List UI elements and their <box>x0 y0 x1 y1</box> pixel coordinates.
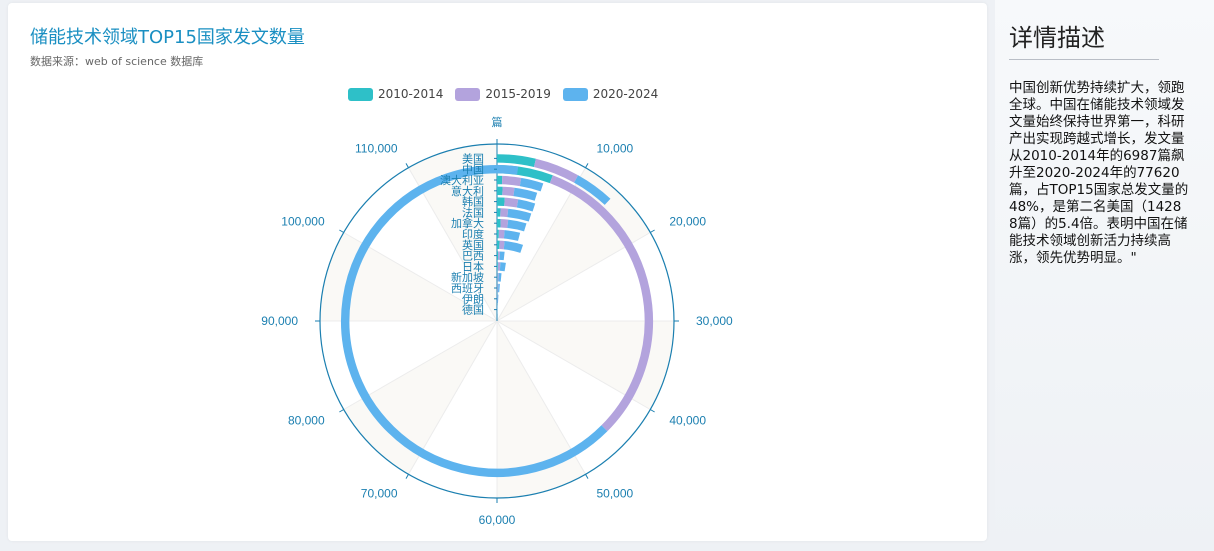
split-line <box>343 232 498 322</box>
bar-韩国 <box>516 199 536 212</box>
split-line <box>496 320 586 475</box>
bar-韩国 <box>504 197 519 208</box>
split-area <box>497 321 651 475</box>
bar-美国 <box>573 175 611 205</box>
split-line <box>343 320 498 410</box>
detail-panel: 详情描述 中国创新优势持续扩大，领跑全球。中国在储能技术领域发文量始终保持世界第… <box>995 0 1214 551</box>
angle-tick <box>650 409 655 413</box>
category-label: 意大利 <box>451 184 484 198</box>
bar-英国 <box>503 240 524 253</box>
bar-澳大利亚 <box>519 177 544 192</box>
legend-label: 2015-2019 <box>485 87 551 101</box>
category-label: 法国 <box>462 205 484 219</box>
category-label: 美国 <box>462 152 484 165</box>
legend-label: 2020-2024 <box>592 87 659 101</box>
chart-title: 储能技术领域TOP15国家发文数量 <box>30 27 305 48</box>
category-label: 英国 <box>462 238 484 252</box>
detail-text: 中国创新优势持续扩大，领跑全球。中国在储能技术领域发文量始终保持世界第一，科研产… <box>1009 80 1189 266</box>
angle-tick-label: 70,000 <box>361 486 398 500</box>
bar-澳大利亚 <box>501 175 522 187</box>
bar-加拿大 <box>500 219 509 228</box>
category-label: 韩国 <box>462 195 484 209</box>
category-label: 印度 <box>462 227 484 241</box>
angle-tick-label: 90,000 <box>261 314 298 328</box>
category-label: 中国 <box>462 163 484 176</box>
radius-axis-name: 篇 <box>492 115 503 129</box>
angle-tick-label: 80,000 <box>288 414 325 428</box>
legend-item-2020-2024[interactable]: 2020-2024 <box>562 87 659 101</box>
angle-tick-label: 20,000 <box>669 215 706 229</box>
legend-item-2010-2014[interactable]: 2010-2014 <box>348 87 443 101</box>
angle-tick-label: 50,000 <box>597 486 634 500</box>
angle-tick-label: 60,000 <box>479 513 516 527</box>
category-label: 新加坡 <box>451 270 484 284</box>
category-label: 德国 <box>462 303 484 317</box>
legend-swatch <box>348 87 373 101</box>
legend-swatch <box>455 87 481 101</box>
category-label: 澳大利亚 <box>440 173 484 187</box>
bar-美国 <box>496 154 536 168</box>
split-line <box>496 167 586 322</box>
legend-swatch <box>562 87 588 101</box>
bar-法国 <box>507 208 532 222</box>
detail-heading: 详情描述 <box>1009 24 1105 52</box>
bar-印度 <box>503 230 521 241</box>
bar-意大利 <box>513 187 538 201</box>
chart-subtitle: 数据来源：web of science 数据库 <box>30 55 204 68</box>
split-area <box>497 167 651 321</box>
bar-加拿大 <box>507 219 527 232</box>
angle-tick-label: 10,000 <box>597 142 634 156</box>
split-area <box>343 321 497 475</box>
split-area <box>343 167 497 321</box>
legend-item-2015-2019[interactable]: 2015-2019 <box>455 87 551 101</box>
chart-legend: 2010-2014 2015-2019 2020-2024 <box>348 87 658 101</box>
bar-美国 <box>533 158 579 183</box>
angle-tick-label: 30,000 <box>696 314 733 328</box>
legend-label: 2010-2014 <box>378 87 444 101</box>
category-label: 日本 <box>462 259 484 273</box>
angle-tick <box>405 163 409 168</box>
bar-意大利 <box>502 186 515 197</box>
split-line <box>408 320 498 475</box>
category-label: 西班牙 <box>451 282 484 295</box>
category-label: 巴西 <box>462 250 484 263</box>
angle-tick <box>405 474 409 479</box>
detail-divider <box>1009 59 1159 60</box>
split-line <box>496 232 651 322</box>
category-label: 加拿大 <box>451 216 484 230</box>
bar-中国 <box>341 164 608 477</box>
angle-tick <box>650 229 655 233</box>
split-line <box>496 320 651 410</box>
angle-tick <box>339 409 344 413</box>
angle-tick <box>339 229 344 233</box>
bar-中国 <box>549 175 654 432</box>
angle-tick <box>585 163 589 168</box>
angle-tick-label: 100,000 <box>281 215 325 229</box>
angle-tick-label: 40,000 <box>669 414 706 428</box>
bar-日本 <box>499 262 506 272</box>
angle-tick-label: 110,000 <box>355 142 398 156</box>
polar-bar-chart: 10,000 20,000 30,000 40,000 50,000 60,000 70,0… <box>261 115 733 527</box>
angle-tick <box>585 474 589 479</box>
split-line <box>408 167 498 322</box>
category-label: 伊朗 <box>462 293 484 306</box>
